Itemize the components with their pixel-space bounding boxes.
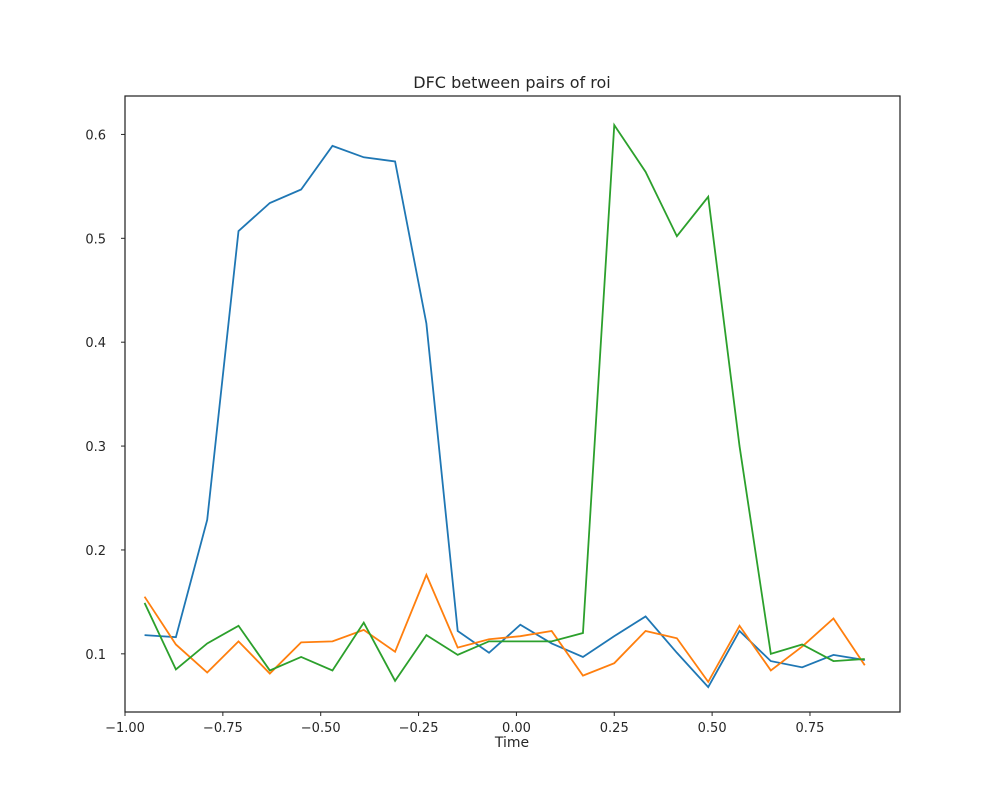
x-tick-label: 0.75 bbox=[795, 721, 824, 736]
series-line-1 bbox=[144, 144, 865, 689]
x-tick-label: 0.50 bbox=[698, 721, 727, 736]
x-axis-ticks: −1.00 −0.75 −0.50 −0.25 0.00 0.25 0.50 0.75 bbox=[105, 712, 824, 736]
x-tick-label: −0.75 bbox=[203, 721, 243, 736]
y-tick-label: 0.5 bbox=[85, 232, 106, 247]
plot-frame bbox=[124, 95, 901, 713]
x-axis-label: Time bbox=[494, 735, 529, 751]
x-tick-label: 0.00 bbox=[502, 721, 531, 736]
y-tick-label: 0.6 bbox=[85, 128, 106, 143]
x-tick-label: −0.50 bbox=[301, 721, 341, 736]
x-tick-label: 0.25 bbox=[600, 721, 629, 736]
y-tick-label: 0.4 bbox=[85, 336, 106, 351]
y-tick-label: 0.2 bbox=[85, 544, 106, 559]
series-line-3 bbox=[143, 122, 865, 683]
y-tick-label: 0.1 bbox=[85, 648, 106, 663]
x-tick-label: −1.00 bbox=[105, 721, 145, 736]
x-tick-label: −0.25 bbox=[399, 721, 439, 736]
series-line-2 bbox=[143, 572, 866, 684]
y-axis-ticks: 0.1 0.2 0.3 0.4 0.5 0.6 bbox=[85, 128, 125, 663]
chart-title: DFC between pairs of roi bbox=[413, 73, 610, 92]
series-layer bbox=[143, 122, 866, 689]
y-tick-label: 0.3 bbox=[85, 440, 106, 455]
